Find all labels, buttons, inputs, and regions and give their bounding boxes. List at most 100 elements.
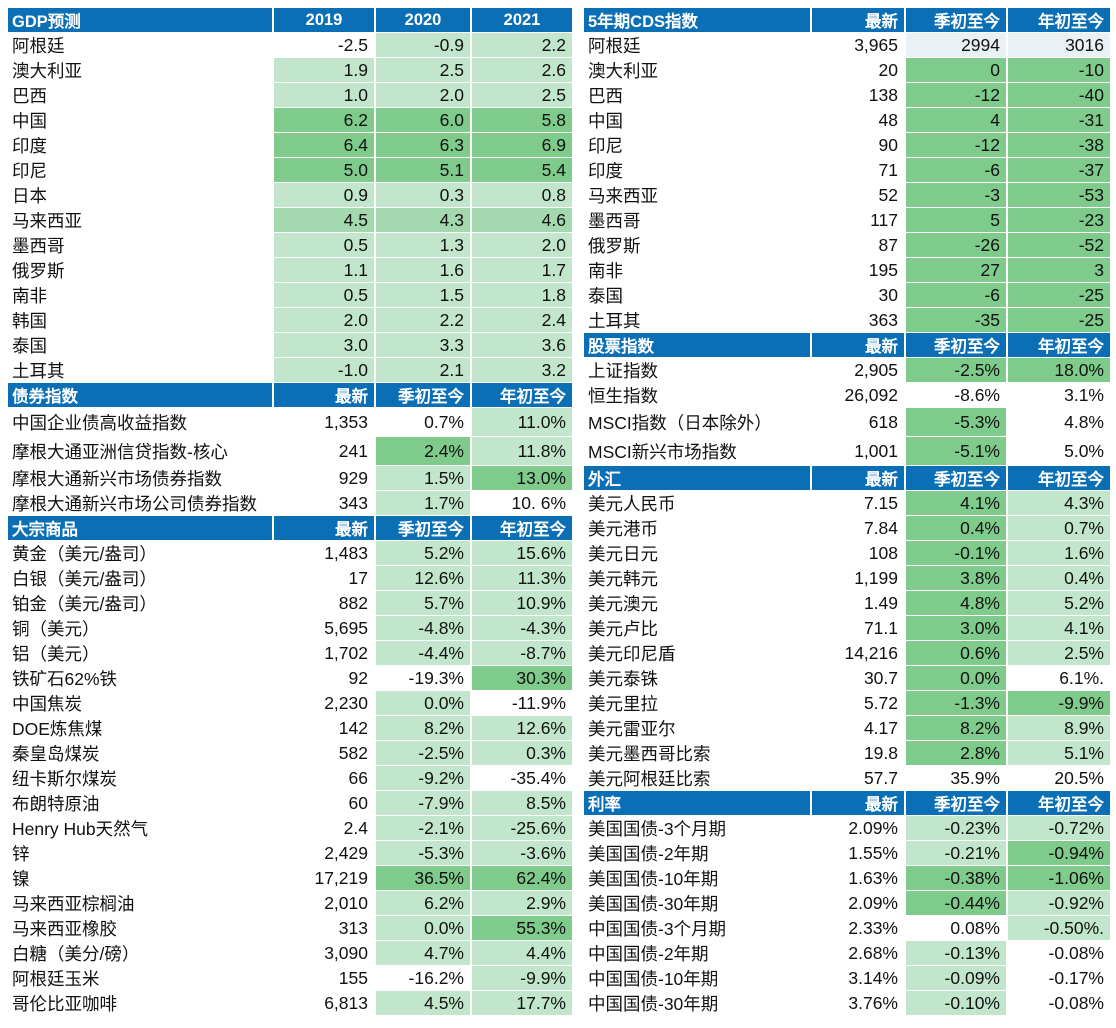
cell-label: 阿根廷 [8, 33, 274, 57]
header-col-2: 季初至今 [376, 516, 472, 540]
table-row: 白糖（美分/磅） 3,090 4.7% 4.4% [8, 941, 572, 966]
cell-label: 铜（美元） [8, 616, 274, 640]
cell-label: 南非 [8, 283, 274, 307]
cell-col-1: 3.76% [812, 991, 906, 1015]
cell-label: 土耳其 [8, 358, 274, 382]
table-row: 阿根廷 3,965 2994 3016 [584, 33, 1110, 58]
table-row: 美国国债-2年期 1.55% -0.21% -0.94% [584, 841, 1110, 866]
cell-col-2: 0.3 [376, 183, 472, 207]
cell-label: 俄罗斯 [584, 233, 812, 257]
cell-col-3: 11.8% [472, 437, 572, 465]
cell-col-1: 343 [274, 491, 376, 515]
cell-col-3: 4.8% [1008, 408, 1110, 436]
table-row: 马来西亚橡胶 313 0.0% 55.3% [8, 916, 572, 941]
cell-col-3: 4.3% [1008, 491, 1110, 515]
cell-col-1: 5,695 [274, 616, 376, 640]
cell-col-1: 1,483 [274, 541, 376, 565]
header-label: 外汇 [584, 466, 812, 490]
cell-col-1: 17 [274, 566, 376, 590]
cell-col-1: -1.0 [274, 358, 376, 382]
table-row: 中国国债-10年期 3.14% -0.09% -0.17% [584, 966, 1110, 991]
cell-col-3: 2.5 [472, 83, 572, 107]
table-row: 俄罗斯 87 -26 -52 [584, 233, 1110, 258]
cell-label: 中国 [584, 108, 812, 132]
header-col-2: 季初至今 [906, 791, 1008, 815]
cell-col-2: -16.2% [376, 966, 472, 990]
cell-col-2: -0.9 [376, 33, 472, 57]
cell-col-1: 26,092 [812, 383, 906, 407]
cell-col-1: 71 [812, 158, 906, 182]
cell-col-1: 195 [812, 258, 906, 282]
table-row: 锌 2,429 -5.3% -3.6% [8, 841, 572, 866]
table-row: 韩国 2.0 2.2 2.4 [8, 308, 572, 333]
table-row: 泰国 3.0 3.3 3.6 [8, 333, 572, 358]
cell-col-1: 363 [812, 308, 906, 332]
cell-col-3: -0.08% [1008, 941, 1110, 965]
cell-col-2: -0.44% [906, 891, 1008, 915]
table-row: 中国企业债高收益指数 1,353 0.7% 11.0% [8, 408, 572, 437]
cell-col-3: 6.1%. [1008, 666, 1110, 690]
cell-col-1: 618 [812, 408, 906, 436]
cell-label: 美元印尼盾 [584, 641, 812, 665]
cell-label: 澳大利亚 [584, 58, 812, 82]
table-row: 马来西亚棕榈油 2,010 6.2% 2.9% [8, 891, 572, 916]
cell-col-1: 882 [274, 591, 376, 615]
cell-col-3: 17.7% [472, 991, 572, 1015]
cell-label: MSCI指数（日本除外） [584, 408, 812, 436]
cell-col-1: 108 [812, 541, 906, 565]
table-row: 巴西 1.0 2.0 2.5 [8, 83, 572, 108]
table-row: 马来西亚 52 -3 -53 [584, 183, 1110, 208]
table-row: 阿根廷 -2.5 -0.9 2.2 [8, 33, 572, 58]
cell-col-1: 5.0 [274, 158, 376, 182]
header-col-2: 季初至今 [906, 466, 1008, 490]
cell-label: 美国国债-30年期 [584, 891, 812, 915]
cell-col-1: 3.0 [274, 333, 376, 357]
cell-col-2: -4.4% [376, 641, 472, 665]
cell-label: 美元阿根廷比索 [584, 766, 812, 790]
cell-col-3: -38 [1008, 133, 1110, 157]
header-label: 5年期CDS指数 [584, 8, 812, 32]
table-row: 印尼 90 -12 -38 [584, 133, 1110, 158]
cell-col-1: 155 [274, 966, 376, 990]
header-col-3: 年初至今 [1008, 791, 1110, 815]
cell-col-3: -8.7% [472, 641, 572, 665]
section-header-row: 股票指数 最新 季初至今 年初至今 [584, 333, 1110, 358]
cell-col-2: 2.8% [906, 741, 1008, 765]
cell-col-3: 2.6 [472, 58, 572, 82]
table-row: 中国 48 4 -31 [584, 108, 1110, 133]
cell-label: 印尼 [8, 158, 274, 182]
cell-col-2: -12 [906, 83, 1008, 107]
header-label: 大宗商品 [8, 516, 274, 540]
cell-col-1: 20 [812, 58, 906, 82]
cell-col-2: 0.7% [376, 408, 472, 436]
cell-label: 美元卢比 [584, 616, 812, 640]
cell-label: 美元墨西哥比索 [584, 741, 812, 765]
cell-label: 墨西哥 [584, 208, 812, 232]
cell-col-1: 1,702 [274, 641, 376, 665]
header-col-1: 最新 [812, 466, 906, 490]
cell-label: 俄罗斯 [8, 258, 274, 282]
right-panel: 5年期CDS指数 最新 季初至今 年初至今 阿根廷 3,965 2994 3016 澳大利亚 20… [584, 8, 1110, 1016]
cell-col-2: 5 [906, 208, 1008, 232]
cell-col-3: 1.7 [472, 258, 572, 282]
cell-col-3: 5.2% [1008, 591, 1110, 615]
cell-col-3: -25 [1008, 283, 1110, 307]
table-row: 上证指数 2,905 -2.5% 18.0% [584, 358, 1110, 383]
cell-col-2: 0.6% [906, 641, 1008, 665]
table-row: 美元港币 7.84 0.4% 0.7% [584, 516, 1110, 541]
left-panel: GDP预测 2019 2020 2021 阿根廷 -2.5 -0.9 2.2 澳大利亚 1.9 2.… [8, 8, 572, 1016]
cell-col-1: 52 [812, 183, 906, 207]
table-row: 美元阿根廷比索 57.7 35.9% 20.5% [584, 766, 1110, 791]
cell-label: 摩根大通新兴市场债券指数 [8, 466, 274, 490]
cell-label: 巴西 [8, 83, 274, 107]
cell-col-1: 2.68% [812, 941, 906, 965]
cell-col-2: -0.1% [906, 541, 1008, 565]
table-row: 黄金（美元/盎司） 1,483 5.2% 15.6% [8, 541, 572, 566]
cell-col-1: 241 [274, 437, 376, 465]
table-row: 中国焦炭 2,230 0.0% -11.9% [8, 691, 572, 716]
cell-col-2: 1.7% [376, 491, 472, 515]
cell-label: 中国焦炭 [8, 691, 274, 715]
cell-col-2: 3.3 [376, 333, 472, 357]
cell-col-2: 8.2% [376, 716, 472, 740]
table-row: 铂金（美元/盎司） 882 5.7% 10.9% [8, 591, 572, 616]
